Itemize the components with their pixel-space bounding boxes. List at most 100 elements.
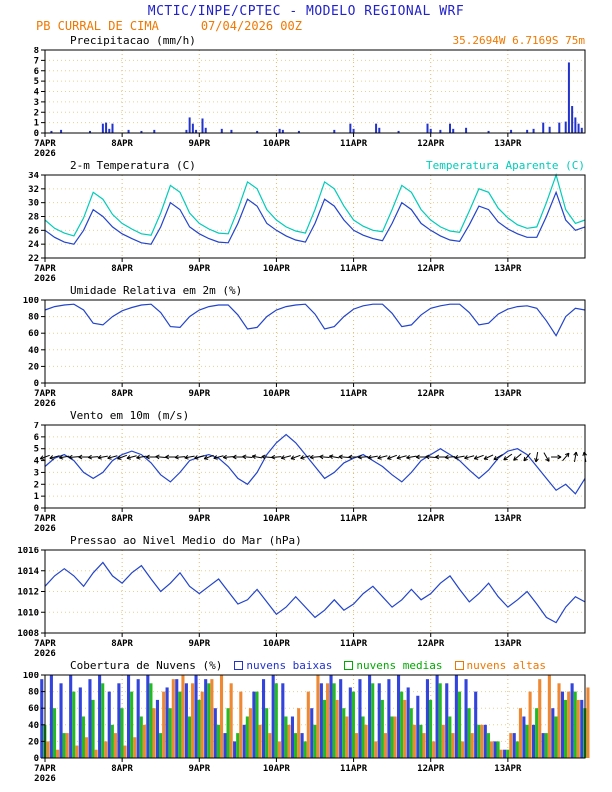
legend-label: nuvens baixas [246,658,333,672]
svg-text:0: 0 [34,504,39,514]
svg-text:80: 80 [28,313,39,323]
temperature-right-label: Temperatura Aparente (C) [426,158,585,172]
svg-text:7: 7 [34,422,39,431]
svg-text:60: 60 [28,329,39,339]
clouds-title: Cobertura de Nuvens (%) [70,658,223,672]
station-name: PB CURRAL DE CIMA [36,19,159,33]
svg-text:1010: 1010 [17,608,39,618]
svg-text:8APR: 8APR [111,514,133,524]
svg-text:1: 1 [34,119,39,129]
svg-text:2026: 2026 [34,399,56,407]
svg-text:10APR: 10APR [263,264,291,274]
svg-text:5: 5 [34,77,39,87]
svg-text:100: 100 [23,297,39,306]
clouds-title-row: Cobertura de Nuvens (%) nuvens baixas nuve… [0,658,612,672]
svg-text:12APR: 12APR [417,139,445,149]
svg-text:11APR: 11APR [340,264,368,274]
svg-text:7: 7 [34,56,39,66]
svg-text:34: 34 [28,172,39,181]
wind-title: Vento em 10m (m/s) [70,408,190,422]
precipitation-panel: Precipitacao (mm/h) 35.2694W 6.7169S 75m 0… [0,33,612,159]
precipitation-title: Precipitacao (mm/h) [70,33,196,47]
svg-text:6: 6 [34,433,39,443]
svg-text:20: 20 [28,362,39,372]
svg-text:6: 6 [34,67,39,77]
legend-item-nuvens-medias: nuvens medias [344,658,443,672]
svg-text:9APR: 9APR [188,639,210,649]
pressure-title: Pressao ao Nivel Medio do Mar (hPa) [70,533,302,547]
svg-text:13APR: 13APR [494,264,522,274]
svg-text:2026: 2026 [34,774,56,782]
cloud-legend: nuvens baixas nuvens medias nuvens altas [234,659,546,672]
svg-text:8: 8 [34,47,39,56]
svg-text:11APR: 11APR [340,764,368,774]
svg-text:12APR: 12APR [417,639,445,649]
svg-text:7APR: 7APR [34,139,56,149]
svg-text:11APR: 11APR [340,139,368,149]
svg-text:2026: 2026 [34,274,56,282]
svg-text:8APR: 8APR [111,389,133,399]
svg-text:12APR: 12APR [417,389,445,399]
svg-text:10APR: 10APR [263,764,291,774]
legend-swatch-icon [344,660,354,670]
wind-title-row: Vento em 10m (m/s) [0,408,612,422]
svg-text:1: 1 [34,492,39,502]
legend-label: nuvens medias [356,658,443,672]
svg-text:9APR: 9APR [188,139,210,149]
svg-text:13APR: 13APR [494,139,522,149]
precipitation-right-label: 35.2694W 6.7169S 75m [452,33,585,47]
svg-text:8APR: 8APR [111,139,133,149]
svg-text:12APR: 12APR [417,264,445,274]
svg-text:40: 40 [28,721,39,731]
legend-item-nuvens-baixas: nuvens baixas [234,659,332,672]
temperature-panel: 2-m Temperatura (C) Temperatura Aparente … [0,158,612,284]
svg-text:0: 0 [34,379,39,389]
legend-swatch-icon [234,660,244,670]
svg-text:8APR: 8APR [111,639,133,649]
clouds-panel: Cobertura de Nuvens (%) nuvens baixas nuve… [0,658,612,784]
svg-text:80: 80 [28,688,39,698]
svg-text:12APR: 12APR [417,764,445,774]
svg-text:2: 2 [34,480,39,490]
svg-text:7APR: 7APR [34,389,56,399]
svg-text:22: 22 [28,254,39,264]
svg-text:60: 60 [28,704,39,714]
legend-item-nuvens-altas: nuvens altas [454,659,546,672]
svg-text:10APR: 10APR [263,639,291,649]
svg-text:9APR: 9APR [188,264,210,274]
svg-text:5: 5 [34,445,39,455]
svg-text:7APR: 7APR [34,639,56,649]
svg-text:4: 4 [34,88,40,98]
svg-text:3: 3 [34,98,39,108]
svg-text:7APR: 7APR [34,764,56,774]
svg-text:11APR: 11APR [340,389,368,399]
wind-panel: Vento em 10m (m/s) 0 1 2 3 4 5 6 7 7APR 2026 8APR 9A… [0,408,612,534]
svg-text:13APR: 13APR [494,389,522,399]
svg-text:0: 0 [34,754,39,764]
svg-text:9APR: 9APR [188,389,210,399]
temperature-title: 2-m Temperatura (C) [70,158,196,172]
svg-text:1014: 1014 [17,567,39,577]
svg-text:100: 100 [23,672,39,681]
svg-text:8APR: 8APR [111,764,133,774]
svg-text:10APR: 10APR [263,389,291,399]
svg-text:4: 4 [34,457,40,467]
svg-text:11APR: 11APR [340,639,368,649]
pressure-title-row: Pressao ao Nivel Medio do Mar (hPa) [0,533,612,547]
svg-text:11APR: 11APR [340,514,368,524]
svg-text:7APR: 7APR [34,514,56,524]
svg-text:12APR: 12APR [417,514,445,524]
svg-text:3: 3 [34,468,39,478]
svg-text:9APR: 9APR [188,514,210,524]
panels-container: Precipitacao (mm/h) 35.2694W 6.7169S 75m 0… [0,33,612,784]
svg-text:9APR: 9APR [188,764,210,774]
svg-text:26: 26 [28,226,39,236]
station-line: PB CURRAL DE CIMA 07/04/2026 00Z [0,19,612,33]
